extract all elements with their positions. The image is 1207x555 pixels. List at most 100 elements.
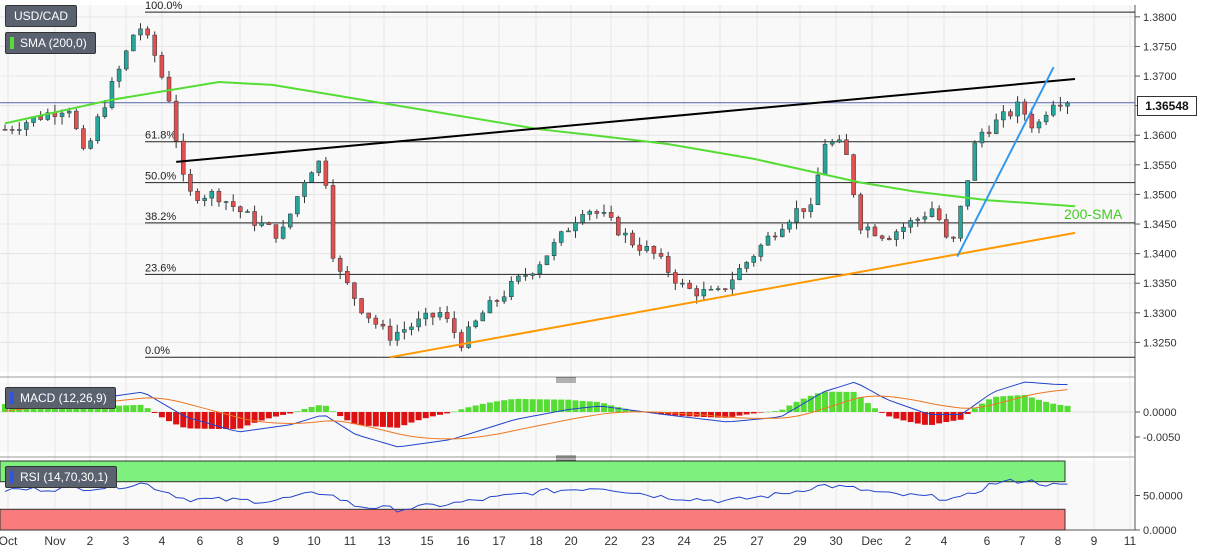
macd-histogram-bar [287, 412, 294, 414]
macd-histogram-bar [565, 399, 572, 412]
x-tick-label: 3 [123, 534, 130, 548]
macd-histogram-bar [665, 412, 672, 415]
candle-body [829, 141, 835, 145]
candle-body [808, 204, 814, 212]
macd-histogram-bar [814, 393, 821, 412]
candle-body [494, 300, 500, 302]
candle-body [815, 174, 821, 206]
macd-histogram-bar [87, 407, 94, 412]
macd-histogram-bar [700, 412, 707, 418]
x-tick-label: 2 [87, 534, 94, 548]
x-tick-label: 9 [1091, 534, 1098, 548]
candle-body [38, 116, 43, 120]
macd-histogram-bar [358, 412, 365, 426]
trendline-resistance [176, 77, 1076, 163]
macd-histogram-bar [166, 412, 173, 422]
y-tick-label: 1.3500 [1143, 189, 1177, 201]
macd-histogram-bar [772, 411, 779, 412]
candle-body [238, 206, 243, 213]
macd-histogram-bar [365, 412, 372, 426]
macd-histogram-bar [173, 412, 180, 425]
candle-body [509, 281, 514, 298]
x-tick-label: 4 [159, 534, 166, 548]
candle-body [480, 312, 486, 322]
candle-body [929, 208, 935, 217]
candle-body [1065, 102, 1070, 107]
macd-histogram-bar [786, 405, 793, 412]
y-tick-label: 1.3250 [1143, 337, 1177, 349]
candle-body [45, 112, 51, 120]
macd-histogram-bar [465, 407, 472, 412]
macd-histogram-bar [1035, 399, 1042, 412]
sma-tag[interactable]: SMA (200,0) [5, 32, 96, 54]
candle-body [965, 180, 970, 207]
candle-body [123, 50, 129, 70]
candle-body [74, 110, 79, 129]
candle-body [195, 190, 200, 201]
candle-body [2, 129, 8, 131]
macd-histogram-bar [208, 412, 215, 429]
candle-body [337, 258, 343, 272]
macd-histogram-bar [251, 412, 258, 423]
symbol-tag[interactable]: USD/CAD [5, 5, 78, 27]
macd-histogram-bar [1064, 405, 1071, 412]
candle-body [822, 143, 828, 176]
candle-body [865, 226, 871, 231]
candle-body [280, 226, 286, 239]
macd-histogram-bar [800, 398, 807, 412]
x-tick-label: Oct [0, 534, 18, 548]
macd-histogram-bar [779, 409, 786, 412]
y-tick-label: 1.3350 [1143, 278, 1177, 290]
macd-histogram-bar [757, 412, 764, 413]
macd-histogram-bar [301, 408, 308, 412]
candle-body [944, 219, 949, 238]
macd-histogram-bar [822, 391, 829, 412]
macd-histogram-bar [422, 412, 429, 419]
macd-histogram-bar [429, 412, 436, 417]
x-tick-label: 17 [492, 534, 506, 548]
candle-body [787, 221, 792, 230]
macd-histogram-bar [237, 412, 244, 429]
x-tick-label: 13 [377, 534, 391, 548]
rsi-tag[interactable]: RSI (14,70,30,1) [5, 466, 118, 488]
x-tick-label: 7 [1019, 534, 1026, 548]
candle-body [623, 232, 628, 236]
candle-body [566, 230, 571, 233]
macd-histogram-bar [280, 412, 287, 415]
candle-body [630, 232, 635, 246]
macd-histogram-bar [950, 412, 957, 421]
candle-body [466, 326, 471, 348]
y-tick-label: 1.3600 [1143, 130, 1177, 142]
candle-body [979, 131, 985, 144]
macd-histogram-bar [394, 412, 401, 428]
macd-histogram-bar [108, 406, 115, 412]
y-tick-label: 1.3800 [1143, 12, 1177, 24]
sma-annotation-label: 200-SMA [1064, 206, 1123, 222]
macd-tick-label: -0.0050 [1143, 432, 1180, 444]
candle-body [680, 282, 685, 285]
candle-body [637, 244, 642, 251]
macd-tag[interactable]: MACD (12,26,9) [5, 387, 116, 409]
macd-histogram-bar [201, 412, 208, 429]
rsi-swatch-icon [10, 471, 14, 483]
candle-body [416, 318, 421, 328]
macd-histogram-bar [921, 412, 928, 425]
rsi-label: RSI (14,70,30,1) [20, 470, 109, 484]
x-tick-label: 6 [197, 534, 204, 548]
candle-body [658, 253, 664, 257]
macd-histogram-bar [73, 407, 80, 412]
macd-histogram-bar [608, 405, 615, 412]
candle-body [252, 211, 257, 226]
candle-body [116, 68, 122, 82]
fib-level-label: 23.6% [145, 262, 176, 274]
macd-histogram-bar [472, 405, 479, 412]
macd-histogram-bar [743, 412, 750, 415]
macd-histogram-bar [1028, 397, 1035, 412]
macd-histogram-bar [458, 409, 465, 412]
macd-histogram-bar [187, 412, 194, 429]
candle-body [616, 217, 621, 236]
candle-body [230, 201, 236, 207]
candle-body [523, 275, 528, 277]
y-tick-label: 1.3700 [1143, 71, 1177, 83]
